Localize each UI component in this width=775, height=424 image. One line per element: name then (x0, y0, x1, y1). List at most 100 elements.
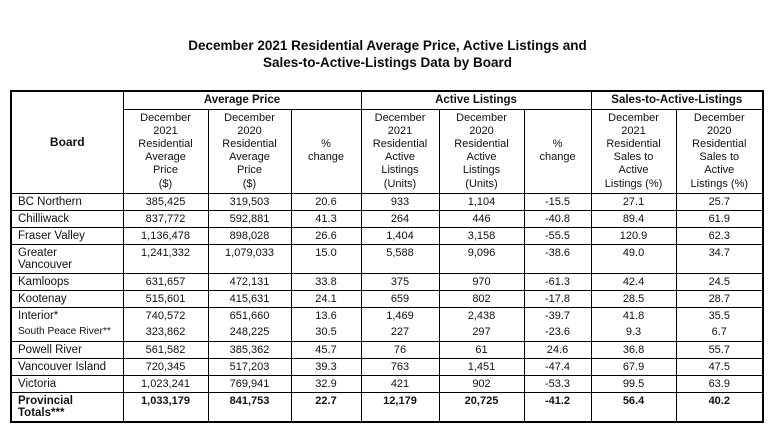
table-row: Powell River 561,582 385,362 45.7 76 61 24.6 36… (10, 340, 764, 359)
data-cell: 63.9 (675, 374, 764, 393)
table-row: Victoria 1,023,241 769,941 32.9 421 902 -53.3 9… (10, 374, 764, 393)
data-cell: 33.8 (290, 272, 362, 291)
data-cell: -40.8 (523, 209, 592, 228)
data-cell: 24.1 (290, 289, 362, 308)
data-cell: 1,104 (438, 192, 525, 211)
data-cell: 248,225 (207, 324, 292, 342)
col-header-price-pct-change: % change (290, 108, 362, 194)
data-cell: -61.3 (523, 272, 592, 291)
table-row: Interior* 740,572 651,660 13.6 1,469 2,438 -39… (10, 306, 764, 325)
data-cell: 36.8 (590, 340, 677, 359)
data-cell: 76 (360, 340, 440, 359)
data-cell: 297 (438, 324, 525, 342)
data-cell: 20.6 (290, 192, 362, 211)
table-row: Vancouver Island 720,345 517,203 39.3 763 1,4… (10, 357, 764, 376)
data-cell: 1,136,478 (122, 226, 209, 245)
board-cell: Powell River (10, 340, 124, 359)
table-row: Fraser Valley 1,136,478 898,028 26.6 1,404 3,… (10, 226, 764, 245)
data-cell: -55.5 (523, 226, 592, 245)
board-cell: Kamloops (10, 272, 124, 291)
data-cell: 970 (438, 272, 525, 291)
data-cell: 1,451 (438, 357, 525, 376)
data-cell: 41.3 (290, 209, 362, 228)
data-cell: 802 (438, 289, 525, 308)
data-cell: 9.3 (590, 324, 677, 342)
data-cell: 26.6 (290, 226, 362, 245)
data-cell: 30.5 (290, 324, 362, 342)
data-cell: 28.5 (590, 289, 677, 308)
data-cell: 1,079,033 (207, 243, 292, 274)
col-header-dec2021-active-listings: December 2021 Residential Active Listing… (360, 108, 440, 194)
data-cell: -38.6 (523, 243, 592, 274)
data-cell: 763 (360, 357, 440, 376)
data-cell: 319,503 (207, 192, 292, 211)
table-row: South Peace River** 323,862 248,225 30.5 227… (10, 324, 764, 342)
table-row: Chilliwack 837,772 592,881 41.3 264 446 -40.8 8… (10, 209, 764, 228)
board-cell: Vancouver Island (10, 357, 124, 376)
col-header-dec2020-avg-price: December 2020 Residential Average Price … (207, 108, 292, 194)
group-header-sales-to-active-listings: Sales-to-Active-Listings (590, 90, 764, 110)
board-cell: South Peace River** (10, 324, 124, 342)
data-cell: 99.5 (590, 374, 677, 393)
data-cell: 517,203 (207, 357, 292, 376)
data-cell: 24.6 (523, 340, 592, 359)
data-cell: -47.4 (523, 357, 592, 376)
data-cell: 651,660 (207, 306, 292, 325)
data-cell: 41.8 (590, 306, 677, 325)
data-cell: 769,941 (207, 374, 292, 393)
data-cell: 35.5 (675, 306, 764, 325)
col-header-dec2021-sales-to-active: December 2021 Residential Sales to Activ… (590, 108, 677, 194)
data-cell: 227 (360, 324, 440, 342)
board-cell: Fraser Valley (10, 226, 124, 245)
data-cell: 25.7 (675, 192, 764, 211)
data-cell: 659 (360, 289, 440, 308)
data-cell: 375 (360, 272, 440, 291)
data-cell: 61.9 (675, 209, 764, 228)
col-header-dec2020-sales-to-active: December 2020 Residential Sales to Activ… (675, 108, 764, 194)
board-cell: BC Northern (10, 192, 124, 211)
table-row: BC Northern 385,425 319,503 20.6 933 1,104 -15… (10, 192, 764, 211)
data-cell: 47.5 (675, 357, 764, 376)
data-cell: 45.7 (290, 340, 362, 359)
data-cell: 933 (360, 192, 440, 211)
data-cell: 39.3 (290, 357, 362, 376)
data-cell: 27.1 (590, 192, 677, 211)
board-data-table: Board Average Price Active Listings Sale… (10, 90, 765, 423)
data-cell: 902 (438, 374, 525, 393)
data-cell: 61 (438, 340, 525, 359)
data-cell: 13.6 (290, 306, 362, 325)
data-cell: 631,657 (122, 272, 209, 291)
data-cell: -53.3 (523, 374, 592, 393)
board-cell: Kootenay (10, 289, 124, 308)
data-cell: 15.0 (290, 243, 362, 274)
data-cell: 740,572 (122, 306, 209, 325)
data-cell: 49.0 (590, 243, 677, 274)
col-header-listings-pct-change: % change (523, 108, 592, 194)
data-cell: 561,582 (122, 340, 209, 359)
board-cell: Greater Vancouver (10, 243, 124, 274)
data-cell: 720,345 (122, 357, 209, 376)
data-cell: 385,425 (122, 192, 209, 211)
data-cell: 12,179 (360, 391, 440, 423)
data-cell: 1,469 (360, 306, 440, 325)
data-cell: 592,881 (207, 209, 292, 228)
table-row: Kootenay 515,601 415,631 24.1 659 802 -17.8 28.… (10, 289, 764, 308)
data-cell: 264 (360, 209, 440, 228)
data-cell: 6.7 (675, 324, 764, 342)
data-cell: 2,438 (438, 306, 525, 325)
group-header-row: Board Average Price Active Listings Sale… (10, 90, 764, 194)
data-cell: 415,631 (207, 289, 292, 308)
data-cell: 323,862 (122, 324, 209, 342)
table-row: Provincial Totals*** 1,033,179 841,753 22.7… (10, 391, 764, 423)
data-cell: 898,028 (207, 226, 292, 245)
data-cell: 1,023,241 (122, 374, 209, 393)
data-cell: 67.9 (590, 357, 677, 376)
data-cell: 421 (360, 374, 440, 393)
data-cell: 20,725 (438, 391, 525, 423)
table-body: BC Northern 385,425 319,503 20.6 933 1,104 -15… (10, 192, 764, 423)
data-cell: 89.4 (590, 209, 677, 228)
column-header-row: December 2021 Residential Average Price … (11, 108, 764, 194)
data-cell: 56.4 (590, 391, 677, 423)
data-cell: -15.5 (523, 192, 592, 211)
